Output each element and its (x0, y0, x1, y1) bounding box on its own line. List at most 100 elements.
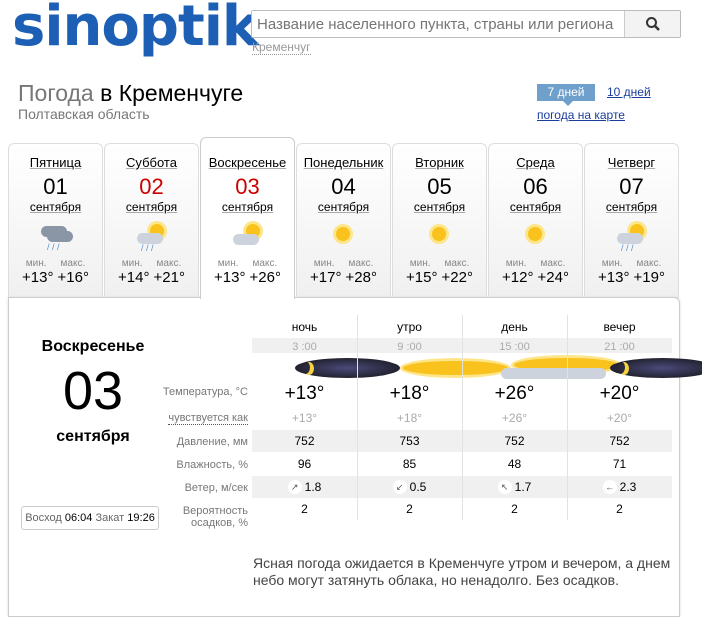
wind-direction-icon: ↖ (497, 479, 512, 494)
min-temp: +14° (118, 269, 150, 286)
period-temp: +20° (599, 383, 640, 404)
sunrise-label: Восход (25, 512, 62, 524)
wind-direction-icon: ↙ (392, 479, 407, 494)
feels-like-label[interactable]: чувствуется как (168, 412, 248, 425)
wind-label: Ветер, м/сек (184, 482, 248, 494)
column-divider (462, 315, 463, 520)
sun-icon (525, 224, 551, 250)
period-wind: 0.5 (409, 480, 427, 494)
max-temp: +26° (249, 269, 281, 286)
page-title: Погода в Кременчуге (18, 80, 243, 107)
detail-day-name: Воскресенье (41, 338, 145, 355)
max-label: макс. (60, 258, 86, 269)
day-month: сентября (125, 200, 178, 214)
period-precip: 2 (616, 502, 623, 516)
period-name: день (501, 320, 528, 334)
day-name: Понедельник (303, 155, 384, 170)
wind-direction-icon: ↗ (287, 479, 302, 494)
sun-cloud-icon (233, 224, 263, 250)
search-box (251, 10, 681, 38)
day-tab-1[interactable]: Суббота 02 сентября / / / мин. макс. +14°… (104, 143, 199, 298)
period-time: 9 :00 (397, 341, 422, 353)
max-temp: +24° (537, 269, 569, 286)
min-temp: +12° (502, 269, 534, 286)
sun-icon (429, 224, 455, 250)
min-label: мин. (601, 258, 623, 269)
sun-cloud-rain-icon: / / / (617, 224, 647, 253)
sunrise-time: 06:04 (64, 512, 93, 524)
region-label: Полтавская область (18, 106, 150, 122)
period-time: 21 :00 (604, 341, 635, 353)
sunset-label: Закат (95, 512, 125, 524)
period-precip: 2 (511, 502, 518, 516)
period-wind: 1.7 (514, 480, 532, 494)
period-pressure: 752 (294, 434, 315, 448)
max-temp: +19° (633, 269, 665, 286)
pressure-label: Давление, мм (176, 436, 248, 448)
recent-search-link[interactable]: Кременчуг (252, 40, 311, 55)
day-month: сентября (413, 200, 466, 214)
search-button[interactable] (624, 11, 680, 37)
max-label: макс. (156, 258, 182, 269)
day-tab-3[interactable]: Понедельник 04 сентября мин. макс. +17° +2… (296, 143, 391, 298)
day-date: 04 (331, 174, 356, 199)
period-humidity: 85 (402, 457, 417, 471)
min-label: мин. (409, 258, 431, 269)
period-time: 15 :00 (499, 341, 530, 353)
weather-description: Ясная погода ожидается в Кременчуге утро… (253, 555, 671, 588)
min-label: мин. (313, 258, 335, 269)
min-label: мин. (25, 258, 47, 269)
period-feels-like: +20° (606, 411, 633, 425)
day-tab-6[interactable]: Четверг 07 сентября / / / мин. макс. +13°… (584, 143, 679, 298)
day-month: сентября (221, 200, 274, 214)
period-time: 3 :00 (292, 341, 317, 353)
tab-10-days-link[interactable]: 10 дней (607, 85, 651, 99)
period-temp: +13° (284, 383, 325, 404)
min-temp: +15° (406, 269, 438, 286)
column-divider (357, 315, 358, 520)
period-name: утро (397, 320, 422, 334)
min-label: мин. (505, 258, 527, 269)
sunrise-sunset: Восход 06:04 Закат 19:26 (21, 506, 159, 530)
day-tab-4[interactable]: Вторник 05 сентября мин. макс. +15° +22° (392, 143, 487, 298)
sun-cloud-rain-icon: / / / (137, 224, 167, 253)
search-input[interactable] (252, 11, 624, 37)
day-tab-5[interactable]: Среда 06 сентября мин. макс. +12° +24° (488, 143, 583, 298)
period-name: вечер (603, 320, 636, 334)
day-tab-0[interactable]: Пятница 01 сентября / / / мин. макс. +13°… (8, 143, 103, 298)
day-name: Воскресенье (208, 155, 287, 170)
title-prefix: Погода (18, 80, 94, 106)
sun-icon (400, 358, 508, 378)
humidity-label: Влажность, % (176, 459, 248, 471)
detail-date: 03 (62, 361, 124, 421)
min-temp: +13° (598, 269, 630, 286)
day-name: Суббота (126, 155, 177, 170)
sunset-time: 19:26 (127, 512, 155, 524)
title-city: в Кременчуге (100, 80, 244, 106)
period-precip: 2 (301, 502, 308, 516)
moon-icon (294, 357, 400, 378)
max-label: макс. (348, 258, 374, 269)
period-feels-like: +18° (396, 411, 423, 425)
period-name: ночь (291, 320, 318, 334)
temp-label: Температура, °C (162, 386, 248, 398)
detail-month: сентября (56, 428, 130, 445)
max-label: макс. (636, 258, 662, 269)
day-tab-2[interactable]: Воскресенье 03 сентября мин. макс. +13° +2… (200, 137, 295, 299)
max-temp: +21° (153, 269, 185, 286)
sinoptik-logo[interactable]: sinoptik (12, 0, 259, 59)
day-date: 05 (427, 174, 452, 199)
tab-7-days[interactable]: 7 дней (537, 84, 595, 106)
max-label: макс. (540, 258, 566, 269)
weather-map-link[interactable]: погода на карте (537, 108, 625, 122)
day-month: сентября (29, 200, 82, 214)
period-pressure: 753 (399, 434, 420, 448)
period-humidity: 71 (612, 457, 627, 471)
sun-cloud-icon (500, 357, 619, 379)
max-temp: +16° (57, 269, 89, 286)
day-date: 01 (43, 174, 68, 199)
period-temp: +26° (494, 383, 535, 404)
min-label: мин. (121, 258, 143, 269)
period-wind: 1.8 (304, 480, 322, 494)
period-precip: 2 (406, 502, 413, 516)
